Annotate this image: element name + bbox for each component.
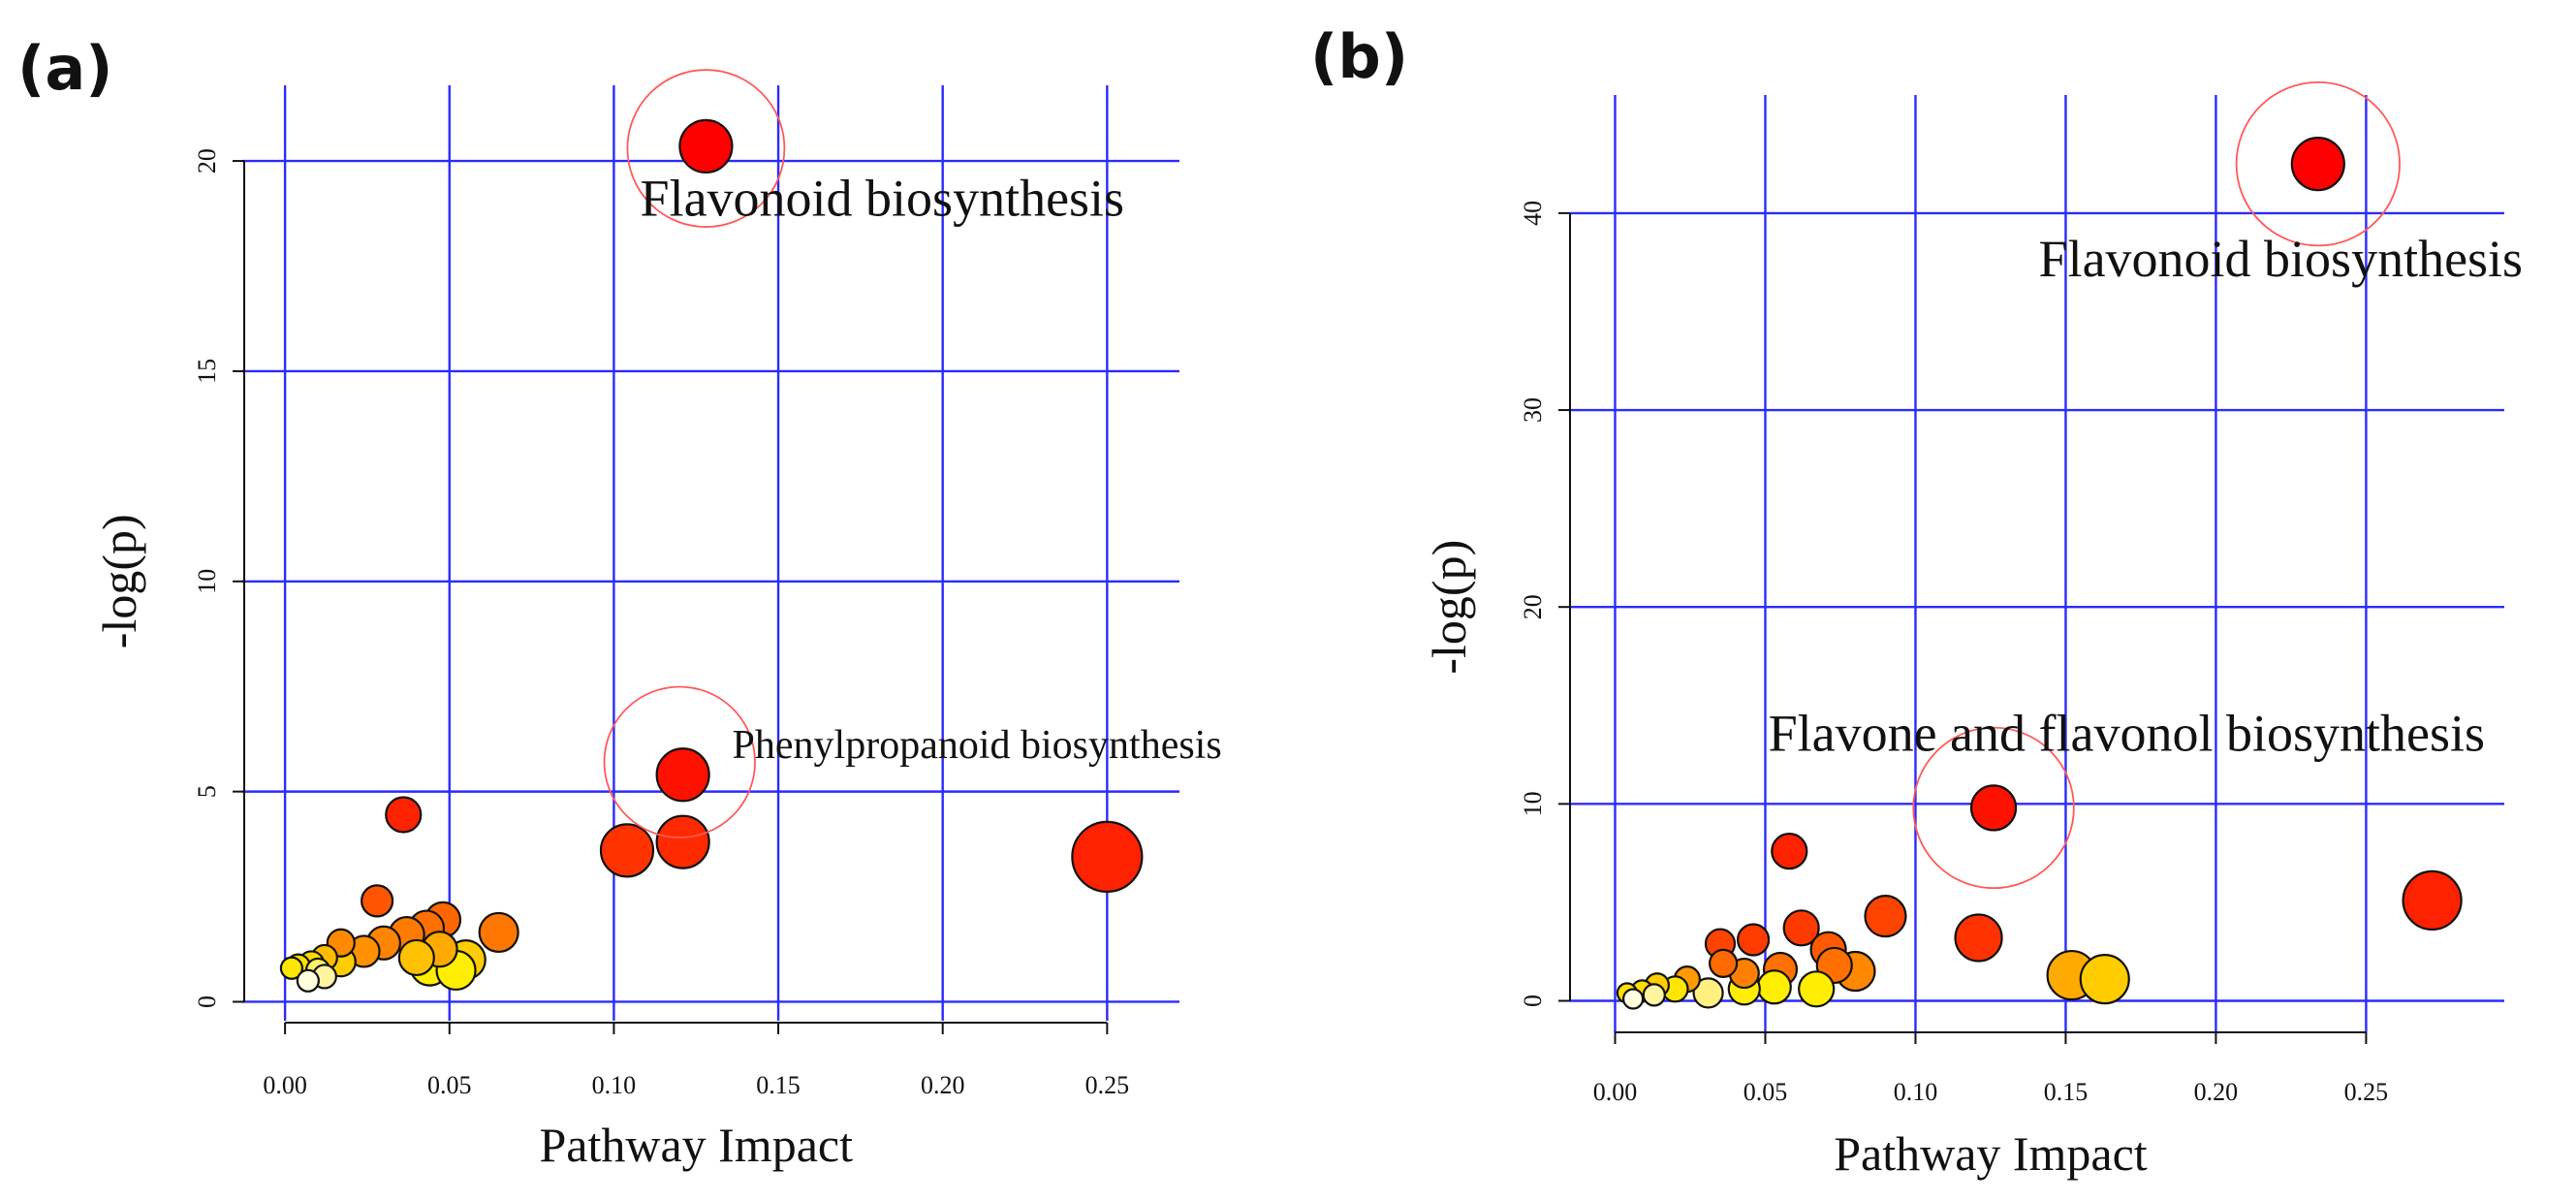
y-axis-label: -log(p) [1422, 540, 1476, 675]
x-tick-label: 0.25 [1085, 1071, 1130, 1099]
y-tick-label: 30 [1519, 397, 1547, 423]
x-tick-label: 0.15 [2044, 1078, 2089, 1106]
x-tick-label: 0.05 [1744, 1078, 1788, 1106]
x-tick-label: 0.10 [592, 1071, 637, 1099]
annotation-label: Flavonoid biosynthesis [641, 169, 1125, 227]
data-points [1616, 137, 2463, 1010]
panel-label: (a) [17, 33, 113, 104]
x-axis-label: Pathway Impact [1834, 1126, 2148, 1181]
y-tick-label: 20 [1519, 594, 1547, 619]
highlight-ring [603, 685, 756, 838]
data-point [397, 938, 435, 977]
data-point [678, 118, 734, 174]
data-point [1782, 909, 1820, 947]
data-point [655, 814, 710, 869]
data-point [1798, 970, 1836, 1008]
data-point [1771, 833, 1808, 870]
y-tick-label: 15 [193, 359, 221, 384]
y-tick-label: 5 [193, 785, 221, 798]
x-tick-label: 0.20 [921, 1071, 965, 1099]
data-point [655, 747, 710, 803]
data-point [279, 956, 303, 980]
y-tick-label: 20 [193, 148, 221, 174]
data-point [1071, 820, 1144, 893]
data-point [361, 884, 394, 918]
data-point [599, 823, 655, 878]
data-point [1642, 983, 1666, 1007]
data-point [385, 796, 423, 834]
x-tick-label: 0.05 [427, 1071, 472, 1099]
y-tick-label: 10 [193, 569, 221, 594]
annotation-label: Flavone and flavonol biosynthesis [1769, 704, 2485, 762]
x-tick-label: 0.00 [1593, 1078, 1638, 1106]
data-point [1756, 969, 1792, 1005]
data-point [1954, 913, 2003, 963]
annotation-label: Flavonoid biosynthesis [2039, 230, 2524, 288]
data-point [1864, 895, 1907, 938]
data-point [1692, 977, 1724, 1009]
annotation-label: Phenylpropanoid biosynthesis [733, 723, 1222, 768]
y-tick-label: 40 [1519, 201, 1547, 226]
data-point [1708, 948, 1739, 978]
y-tick-label: 10 [1519, 791, 1547, 816]
data-point [2290, 137, 2345, 192]
panel-b: (b) 0 10 20 30 40 0.00 0.05 0.10 0.15 0.20 0.25 Path… [1310, 21, 2523, 1181]
panel-label: (b) [1310, 21, 1408, 92]
y-tick-label: 0 [193, 996, 221, 1008]
x-axis-label: Pathway Impact [539, 1118, 853, 1172]
data-points [279, 118, 1144, 993]
x-tick-label: 0.00 [263, 1071, 307, 1099]
data-point [1621, 988, 1645, 1010]
data-point [296, 968, 320, 993]
highlight-ring [1912, 726, 2075, 890]
x-tick-label: 0.25 [2344, 1078, 2389, 1106]
highlight-ring [2235, 80, 2401, 247]
data-point [1969, 784, 2018, 832]
x-tick-label: 0.20 [2194, 1078, 2239, 1106]
x-tick-label: 0.10 [1894, 1078, 1938, 1106]
panel-a: (a) 0 5 10 15 20 0.00 0.05 0.10 0.15 0.20 0.25 Pathw… [17, 33, 1222, 1172]
data-point [2079, 954, 2130, 1005]
data-point [1736, 923, 1771, 957]
grid [242, 85, 1179, 1021]
grid [1570, 95, 2504, 1032]
data-point [2402, 869, 2463, 931]
y-axis-label: -log(p) [92, 514, 146, 648]
data-point [478, 911, 519, 954]
y-tick-label: 0 [1519, 995, 1547, 1007]
x-tick-label: 0.15 [756, 1071, 801, 1099]
highlight-ring [626, 69, 786, 228]
